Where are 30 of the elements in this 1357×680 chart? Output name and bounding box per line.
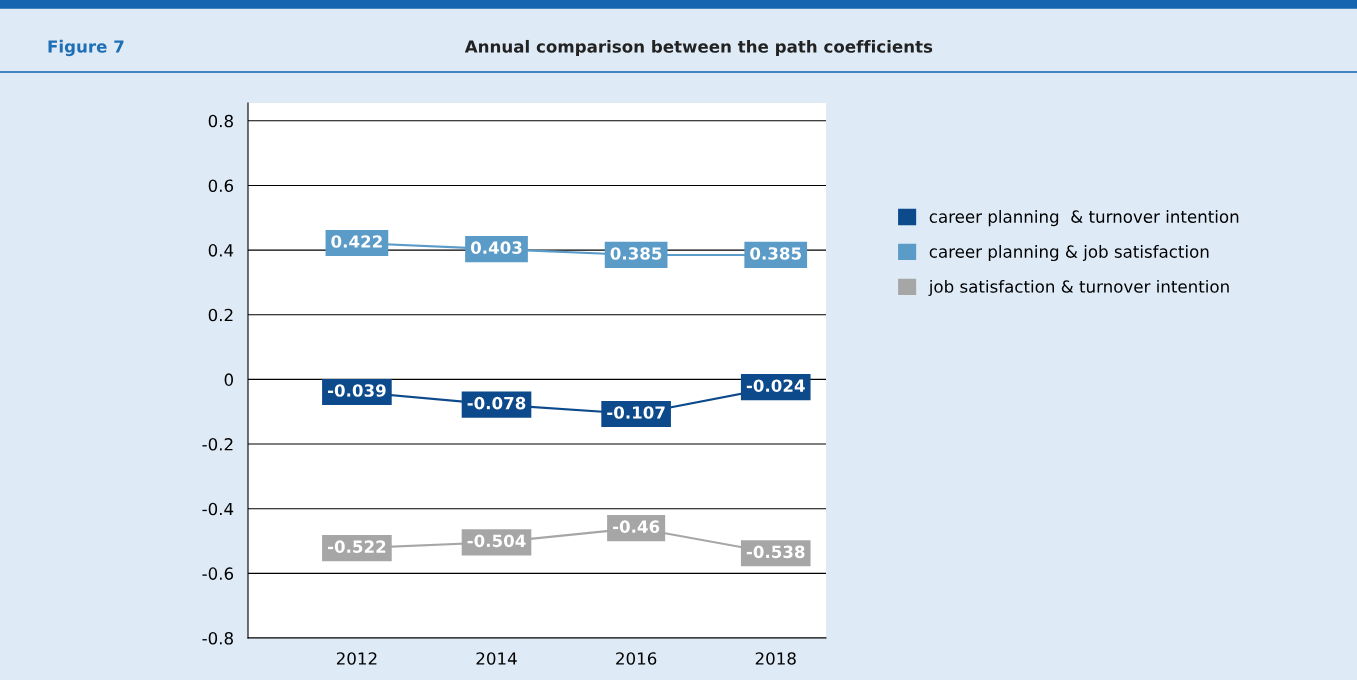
y-tick-label: 0.4 <box>208 244 234 257</box>
data-label: -0.522 <box>327 540 386 553</box>
data-label: 0.422 <box>331 235 382 248</box>
data-label: -0.024 <box>746 379 805 392</box>
x-tick-label: 2018 <box>755 652 796 665</box>
data-label: 0.403 <box>470 241 522 254</box>
data-label: -0.078 <box>467 396 526 410</box>
y-tick-label: -0.2 <box>202 438 233 451</box>
legend-label: career planning & turnover intention <box>929 210 1239 227</box>
data-label: -0.039 <box>327 384 386 397</box>
chart-title: Annual comparison between the path coefficients <box>464 39 933 57</box>
data-label: -0.107 <box>607 406 665 419</box>
y-tick-label: 0 <box>224 373 233 386</box>
x-tick-label: 2016 <box>616 652 657 665</box>
data-label: -0.46 <box>613 520 660 533</box>
y-tick-label: 0.2 <box>208 308 233 322</box>
legend-label: career planning & job satisfaction <box>929 244 1209 262</box>
y-tick-label: 0.6 <box>208 179 234 192</box>
y-tick-label: -0.4 <box>202 502 234 516</box>
y-tick-label: 0.8 <box>208 114 233 128</box>
data-label: -0.504 <box>467 534 526 548</box>
x-tick-label: 2012 <box>336 652 377 665</box>
y-tick-label: -0.6 <box>202 567 234 580</box>
data-label: -0.538 <box>746 545 805 559</box>
y-tick-label: -0.8 <box>202 631 233 645</box>
caption: Figure 7 <box>48 39 124 57</box>
x-tick-label: 2014 <box>476 652 517 665</box>
legend-label: job satisfaction & turnover intention <box>928 279 1229 297</box>
data-label: 0.385 <box>610 247 662 260</box>
data-label: 0.385 <box>750 247 801 260</box>
